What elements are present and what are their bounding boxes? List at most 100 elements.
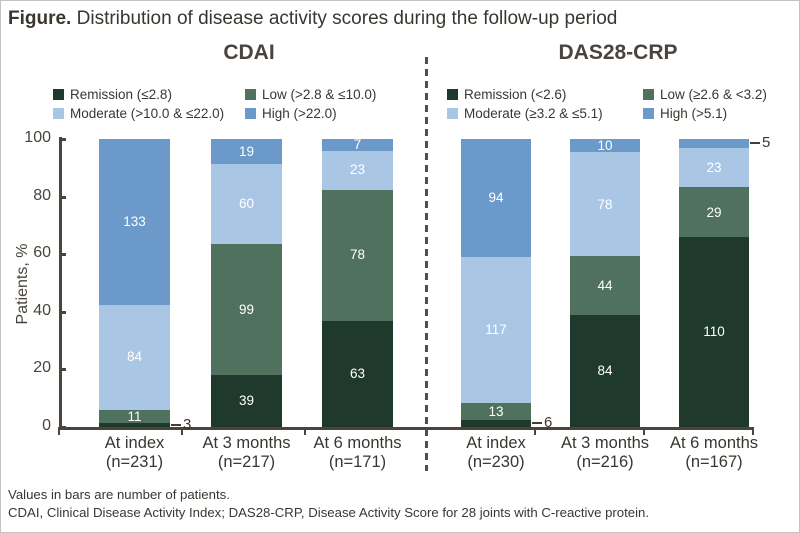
x-category-label: At 3 months (n=217)	[182, 434, 312, 472]
x-category-label-line1: At 6 months	[313, 434, 402, 452]
bar-segment-low: 99	[211, 243, 282, 376]
legend-item: Low (≥2.6 & <3.2)	[643, 86, 767, 103]
stacked-bar: 11 84 133	[99, 139, 170, 427]
legend-label: High (>5.1)	[660, 106, 728, 121]
x-tick-mark	[181, 430, 183, 435]
y-tick-mark	[62, 195, 66, 199]
legend-item: High (>22.0)	[245, 105, 376, 122]
bar-segment-moderate: 117	[461, 256, 531, 404]
bar-segment-high	[679, 139, 749, 148]
y-tick-mark	[62, 253, 66, 257]
legend-das28crp: Remission (<2.6) Low (≥2.6 & <3.2) Moderat…	[447, 86, 767, 122]
panel-title-cdai: CDAI	[223, 41, 275, 64]
y-axis-line	[59, 137, 62, 430]
legend-item: Low (>2.8 & ≤10.0)	[245, 86, 376, 103]
y-axis-label: Patients, %	[14, 243, 31, 325]
bar-value-label: 44	[597, 277, 613, 293]
x-category-label: At 3 months (n=216)	[540, 434, 670, 472]
y-tick-label: 100	[24, 129, 51, 146]
bar-value-label: 23	[706, 159, 722, 175]
y-tick-mark	[62, 310, 66, 314]
bar-segment-moderate: 60	[211, 164, 282, 244]
bar-value-label: 29	[706, 204, 722, 220]
y-tick-label: 20	[33, 359, 51, 377]
bar-value-label: 99	[238, 301, 255, 317]
stacked-bar: 63 78 23 7	[322, 137, 393, 427]
x-category-label-line2: (n=231)	[105, 453, 164, 471]
bar-value-label: 60	[238, 196, 255, 212]
bar-segment-low: 44	[570, 256, 640, 315]
bar-segment-high: 133	[99, 139, 170, 305]
bar-value-label-outside: 3	[183, 416, 192, 434]
legend-item: Remission (<2.6)	[447, 86, 643, 103]
bar-value-label: 63	[349, 366, 366, 382]
x-category-label: At 6 months (n=171)	[293, 434, 423, 472]
bar-segment-low: 78	[322, 189, 393, 321]
y-tick-label: 0	[42, 417, 51, 434]
bar-segment-low: 13	[461, 403, 531, 420]
stacked-bar: 110 29 23	[679, 139, 749, 427]
legend-swatch-moderate	[53, 108, 64, 119]
x-category-label-line2: (n=171)	[328, 453, 387, 471]
bar-value-label: 78	[349, 247, 366, 263]
y-tick-label: 40	[33, 301, 51, 319]
legend-swatch-remission	[53, 89, 64, 100]
bar-value-label: 23	[349, 162, 366, 178]
callout-line	[750, 142, 760, 145]
legend-swatch-moderate	[447, 108, 458, 119]
panel-divider-dashed-line	[425, 57, 428, 471]
x-category-label-line2: (n=217)	[217, 453, 276, 471]
x-category-label: At 6 months (n=167)	[649, 434, 779, 472]
figure-title: Figure. Distribution of disease activity…	[8, 8, 617, 30]
bar-segment-remission: 39	[211, 375, 282, 427]
footnote-values-note: Values in bars are number of patients.	[8, 487, 230, 502]
x-tick-mark	[643, 430, 645, 435]
legend-label: Low (>2.8 & ≤10.0)	[262, 87, 377, 102]
legend-swatch-high	[245, 108, 256, 119]
bar-value-label: 84	[597, 363, 613, 379]
legend-item: Moderate (>10.0 & ≤22.0)	[53, 105, 245, 122]
bar-segment-moderate: 78	[570, 152, 640, 257]
x-axis-line	[58, 427, 754, 430]
legend-swatch-low	[245, 89, 256, 100]
figure-title-text: Distribution of disease activity scores …	[71, 8, 618, 29]
y-tick-mark	[62, 368, 66, 372]
x-category-label-line1: At 3 months	[560, 434, 650, 452]
stacked-bar: 39 99 60 19	[211, 139, 282, 427]
bar-value-label: 78	[597, 196, 613, 212]
legend-item: Remission (≤2.8)	[53, 86, 245, 103]
stacked-bar: 13 117 94	[461, 139, 531, 427]
x-category-label-line2: (n=230)	[467, 453, 525, 471]
legend-cdai: Remission (≤2.8) Low (>2.8 & ≤10.0) Modera…	[53, 86, 376, 122]
bar-segment-remission: 110	[679, 237, 749, 427]
x-tick-mark	[304, 430, 306, 435]
bar-segment-moderate: 23	[679, 147, 749, 188]
legend-label: Remission (<2.6)	[464, 87, 567, 102]
panel-title-das28crp: DAS28-CRP	[558, 41, 678, 64]
legend-item: High (>5.1)	[643, 105, 767, 122]
bar-segment-remission: 84	[570, 315, 640, 427]
stacked-bar: 84 44 78 10	[570, 139, 640, 427]
legend-swatch-high	[643, 108, 654, 119]
legend-label: High (>22.0)	[262, 106, 337, 121]
legend-swatch-remission	[447, 89, 458, 100]
bar-value-label: 7	[353, 137, 362, 153]
bar-value-label: 13	[488, 403, 504, 419]
x-category-label-line2: (n=167)	[685, 453, 743, 471]
bar-value-label: 84	[126, 349, 143, 365]
bar-value-label: 117	[485, 322, 507, 338]
bar-value-label: 110	[703, 324, 725, 340]
x-category-label-line1: At index	[466, 434, 526, 452]
legend-label: Moderate (>10.0 & ≤22.0)	[70, 106, 225, 121]
bar-segment-high: 7	[322, 137, 393, 153]
legend-item: Moderate (≥3.2 & ≤5.1)	[447, 105, 643, 122]
bar-segment-moderate: 84	[99, 304, 170, 410]
legend-swatch-low	[643, 89, 654, 100]
bar-value-label: 94	[488, 190, 504, 206]
bar-segment-high: 19	[211, 139, 282, 165]
y-tick-mark	[62, 138, 66, 141]
y-tick-label: 60	[33, 244, 51, 262]
legend-label: Low (≥2.6 & <3.2)	[660, 87, 767, 102]
x-tick-mark	[752, 430, 754, 435]
